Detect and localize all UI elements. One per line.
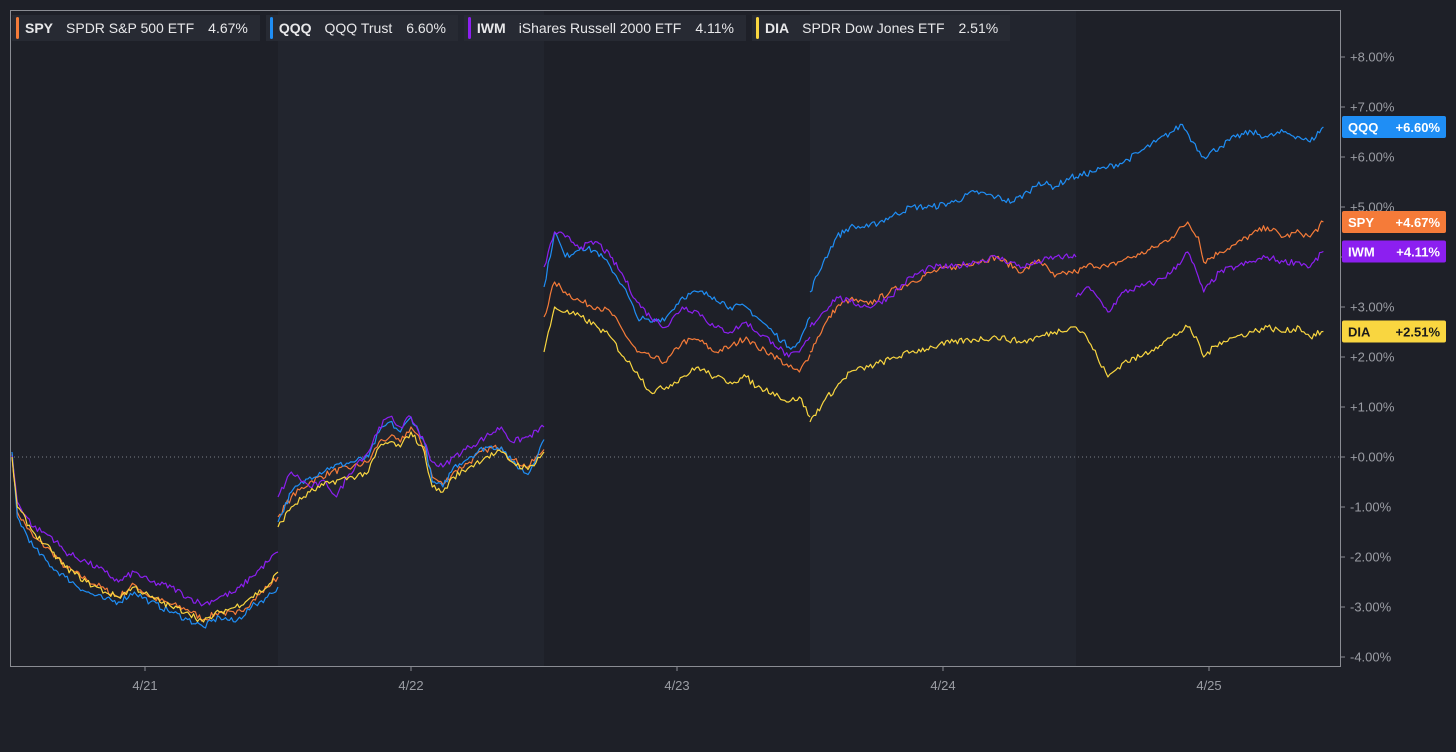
y-tick-label: -1.00%	[1350, 500, 1392, 515]
y-tick-label: +3.00%	[1350, 300, 1395, 315]
y-tick-label: +1.00%	[1350, 400, 1395, 415]
x-tick-label: 4/24	[930, 678, 955, 693]
series-line-qqq	[809, 173, 1077, 293]
legend-swatch-dia	[756, 17, 759, 39]
legend-ticker: DIA	[765, 20, 790, 36]
end-tag-value: +4.11%	[1396, 245, 1440, 260]
legend-item-spy[interactable]: SPY SPDR S&P 500 ETF 4.67%	[12, 15, 260, 41]
y-tick-label: +6.00%	[1350, 150, 1395, 165]
legend-name: iShares Russell 2000 ETF	[518, 20, 682, 36]
legend-value: 6.60%	[406, 20, 446, 36]
end-tag-ticker: QQQ	[1348, 120, 1378, 135]
series-line-qqq	[1075, 123, 1324, 179]
y-tick-label: +5.00%	[1350, 200, 1395, 215]
series-line-spy	[543, 281, 811, 373]
legend-value: 4.11%	[695, 20, 734, 36]
end-tag-qqq	[1342, 116, 1446, 138]
end-tag-value: +6.60%	[1396, 120, 1441, 135]
legend-name: QQQ Trust	[324, 20, 393, 36]
x-tick-label: 4/21	[132, 678, 157, 693]
end-tag-spy	[1342, 211, 1446, 233]
end-tag-value: +4.67%	[1396, 215, 1441, 230]
y-tick-label: +8.00%	[1350, 50, 1395, 65]
y-tick-label: -3.00%	[1350, 600, 1392, 615]
plot-frame	[10, 10, 1341, 667]
legend-swatch-iwm	[467, 17, 471, 39]
end-tag-value: +2.51%	[1396, 325, 1441, 340]
series-line-qqq	[543, 231, 811, 350]
y-tick-label: -2.00%	[1350, 550, 1392, 565]
legend-value: 2.51%	[958, 20, 999, 36]
series-line-dia	[277, 431, 545, 528]
series-line-iwm	[1075, 250, 1324, 313]
series-line-dia	[11, 456, 279, 623]
y-tick-label: -4.00%	[1350, 650, 1392, 665]
legend-item-qqq[interactable]: QQQ QQQ Trust 6.60%	[265, 15, 458, 41]
end-tag-ticker: SPY	[1348, 215, 1374, 230]
x-tick-label: 4/23	[664, 678, 689, 693]
legend-name: SPDR Dow Jones ETF	[802, 20, 945, 36]
session-shade	[810, 10, 1076, 666]
end-tag-dia	[1342, 320, 1446, 343]
legend-value: 4.67%	[208, 20, 248, 36]
y-tick-label: +2.00%	[1350, 350, 1395, 365]
legend-item-iwm[interactable]: IWM iShares Russell 2000 ETF 4.11%	[463, 15, 746, 41]
series-line-dia	[1075, 324, 1324, 378]
series-line-dia	[809, 326, 1077, 423]
y-tick-label: +7.00%	[1350, 100, 1395, 115]
plot-background	[10, 10, 1340, 666]
x-tick-label: 4/25	[1196, 678, 1221, 693]
legend: SPY SPDR S&P 500 ETF 4.67% QQQ QQQ Trust…	[12, 15, 1011, 41]
legend-ticker: SPY	[25, 20, 54, 36]
legend-ticker: QQQ	[278, 20, 312, 36]
series-line-dia	[543, 306, 811, 418]
end-tag-ticker: DIA	[1348, 325, 1371, 340]
series-line-iwm	[277, 415, 545, 498]
legend-swatch-spy	[16, 17, 19, 39]
session-shade	[278, 10, 544, 666]
legend-swatch-qqq	[269, 17, 273, 39]
series-line-spy	[1075, 220, 1324, 274]
y-tick-label: +0.00%	[1350, 450, 1395, 465]
series-line-iwm	[543, 231, 811, 358]
end-tag-ticker: IWM	[1348, 245, 1375, 260]
series-line-qqq	[11, 451, 279, 629]
legend-ticker: IWM	[476, 20, 506, 36]
legend-name: SPDR S&P 500 ETF	[66, 20, 195, 36]
series-line-iwm	[11, 455, 279, 607]
legend-item-dia[interactable]: DIA SPDR Dow Jones ETF 2.51%	[752, 15, 1011, 41]
end-tag-iwm	[1342, 240, 1446, 263]
x-tick-label: 4/22	[398, 678, 423, 693]
series-line-iwm	[809, 253, 1077, 328]
